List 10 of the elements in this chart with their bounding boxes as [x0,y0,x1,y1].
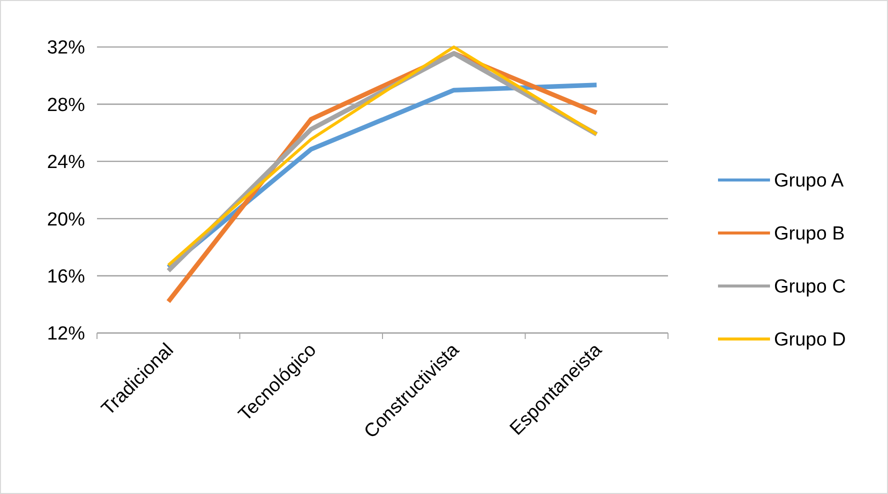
y-tick-label: 20% [46,209,86,230]
y-tick-label: 32% [46,38,86,59]
legend-label: Grupo C [774,276,846,298]
legend-label: Grupo D [774,330,846,351]
y-tick-label: 16% [46,266,86,288]
y-tick-label: 28% [46,94,86,116]
legend-label: Grupo A [774,170,844,192]
legend-label: Grupo B [774,224,845,245]
y-tick-label: 24% [46,152,86,174]
y-tick-label: 12% [46,324,86,345]
